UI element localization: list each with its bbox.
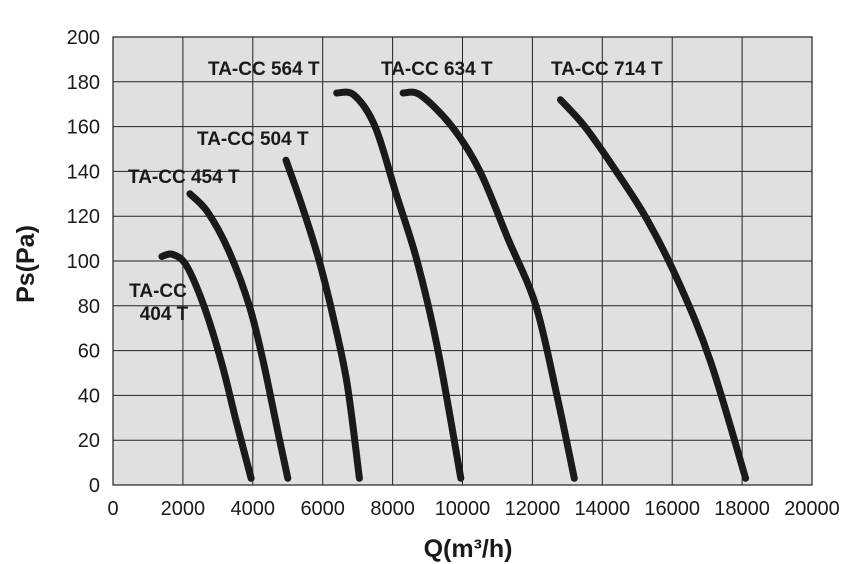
x-tick-label: 14000	[574, 498, 630, 520]
curve-label: 404 T	[140, 304, 189, 325]
curve-ta-cc-454-t	[186, 190, 292, 482]
curve-label: TA-CC 564 T	[208, 59, 320, 80]
y-axis-ticks: 0 20 40 60 80 100 120 140 160 180 200	[67, 27, 100, 497]
curve-label: TA-CC 634 T	[381, 59, 493, 80]
curve-label: TA-CC 504 T	[197, 129, 309, 150]
x-tick-label: 4000	[231, 498, 276, 520]
y-tick-label: 80	[78, 296, 100, 318]
y-tick-label: 200	[67, 27, 100, 49]
x-tick-label: 0	[107, 498, 118, 520]
curve-label: TA-CC 714 T	[551, 59, 663, 80]
y-tick-label: 160	[67, 117, 100, 139]
y-tick-label: 180	[67, 72, 100, 94]
x-tick-label: 8000	[370, 498, 415, 520]
curve-ta-cc-564-t	[333, 88, 465, 482]
y-axis-title: Ps(Pa)	[12, 225, 40, 303]
curve-ta-cc-504-t	[282, 156, 363, 482]
plot-frame	[112, 36, 813, 486]
x-tick-label: 12000	[505, 498, 561, 520]
x-tick-label: 20000	[784, 498, 840, 520]
x-tick-label: 18000	[714, 498, 770, 520]
curve-group	[158, 88, 750, 482]
x-tick-label: 16000	[644, 498, 700, 520]
y-tick-label: 20	[78, 430, 100, 452]
x-tick-label: 6000	[300, 498, 345, 520]
y-tick-label: 60	[78, 341, 100, 363]
curve-label: TA-CC 454 T	[128, 167, 240, 188]
x-axis-title: Q(m³/h)	[424, 535, 513, 563]
curve-ta-cc-714-t	[556, 96, 750, 482]
y-tick-label: 100	[67, 251, 100, 273]
y-tick-label: 40	[78, 385, 100, 407]
x-axis-ticks: 0 2000 4000 6000 8000 10000 12000 14000 16000 180…	[107, 498, 839, 520]
y-tick-label: 120	[67, 206, 100, 228]
y-tick-label: 0	[89, 475, 100, 497]
curve-label: TA-CC	[129, 281, 187, 302]
plot-grid	[112, 36, 813, 486]
x-tick-label: 2000	[161, 498, 206, 520]
curve-ta-cc-404-t	[158, 250, 255, 482]
x-tick-label: 10000	[435, 498, 491, 520]
y-tick-label: 140	[67, 161, 100, 183]
curve-ta-cc-634-t	[399, 88, 578, 482]
